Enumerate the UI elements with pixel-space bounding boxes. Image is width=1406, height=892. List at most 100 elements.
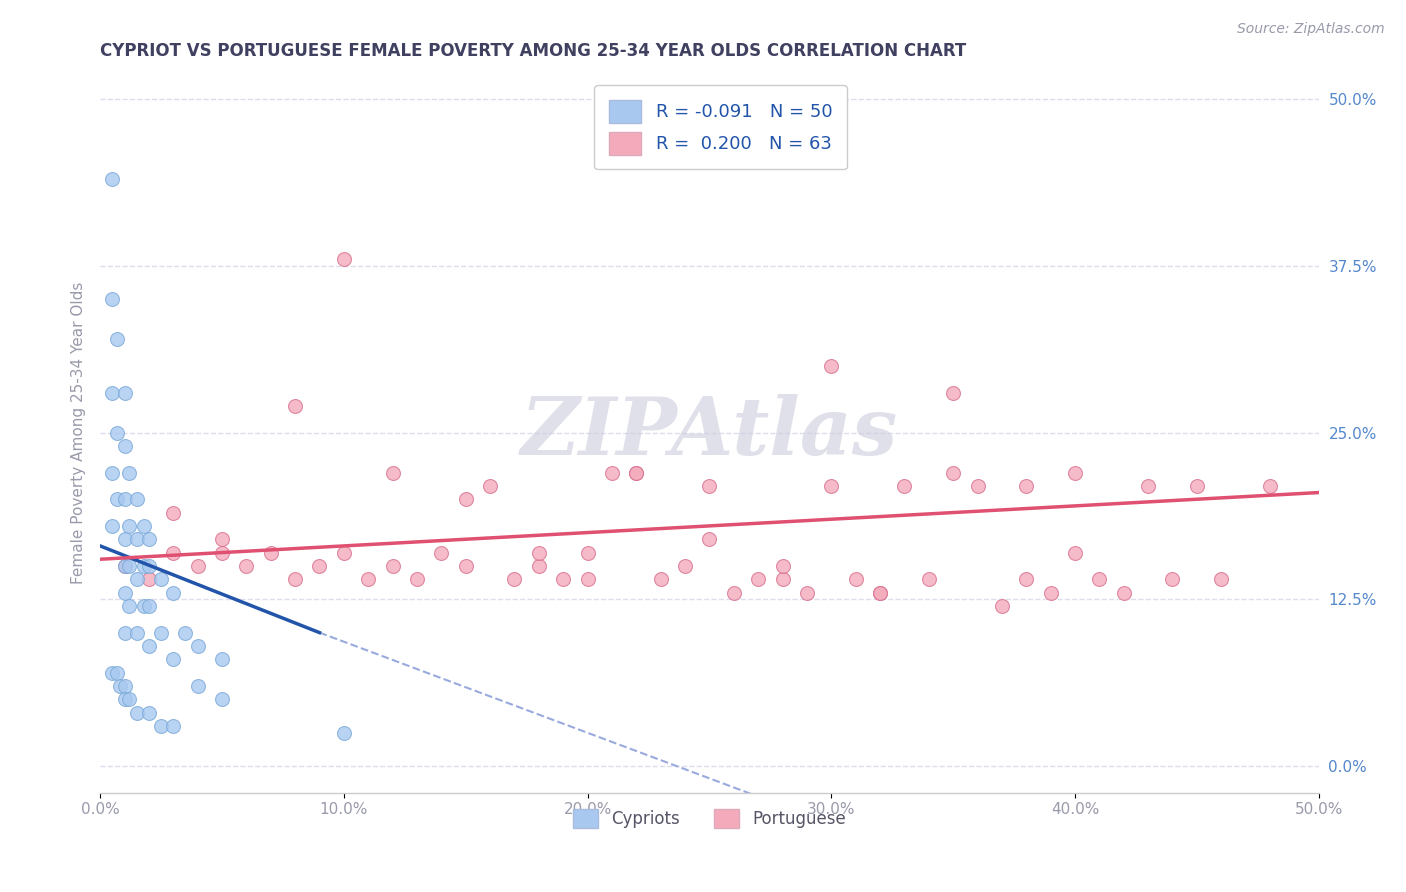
Point xyxy=(114,558,136,573)
Point xyxy=(333,725,356,739)
Point xyxy=(211,652,233,666)
Point xyxy=(162,652,184,666)
Point xyxy=(105,665,128,680)
Text: Source: ZipAtlas.com: Source: ZipAtlas.com xyxy=(1237,22,1385,37)
Point xyxy=(150,625,173,640)
Point xyxy=(118,599,141,613)
Point xyxy=(114,625,136,640)
Point xyxy=(308,558,330,573)
Point xyxy=(125,492,148,507)
Point xyxy=(132,599,155,613)
Point xyxy=(553,572,575,586)
Point xyxy=(1258,479,1281,493)
Point xyxy=(114,692,136,706)
Point xyxy=(211,692,233,706)
Point xyxy=(966,479,988,493)
Point xyxy=(723,585,745,599)
Point xyxy=(918,572,941,586)
Point xyxy=(673,558,696,573)
Point xyxy=(101,172,124,186)
Point xyxy=(105,492,128,507)
Point xyxy=(869,585,891,599)
Point xyxy=(132,519,155,533)
Y-axis label: Female Poverty Among 25-34 Year Olds: Female Poverty Among 25-34 Year Olds xyxy=(72,281,86,583)
Point xyxy=(479,479,502,493)
Point xyxy=(381,558,404,573)
Point xyxy=(845,572,868,586)
Point xyxy=(747,572,769,586)
Point xyxy=(869,585,891,599)
Point xyxy=(118,519,141,533)
Point xyxy=(162,506,184,520)
Point xyxy=(101,385,124,400)
Point xyxy=(138,639,160,653)
Point xyxy=(187,679,209,693)
Text: ZIPAtlas: ZIPAtlas xyxy=(520,393,898,471)
Point xyxy=(162,585,184,599)
Point xyxy=(114,492,136,507)
Point xyxy=(699,479,721,493)
Point xyxy=(942,466,965,480)
Point xyxy=(138,599,160,613)
Point xyxy=(626,466,648,480)
Point xyxy=(284,572,307,586)
Point xyxy=(1112,585,1135,599)
Point xyxy=(1211,572,1233,586)
Point xyxy=(138,572,160,586)
Point xyxy=(527,545,550,559)
Point xyxy=(1064,466,1087,480)
Point xyxy=(118,692,141,706)
Point xyxy=(503,572,526,586)
Point xyxy=(576,545,599,559)
Point xyxy=(576,572,599,586)
Point xyxy=(1088,572,1111,586)
Point xyxy=(1015,572,1038,586)
Point xyxy=(1185,479,1208,493)
Point xyxy=(138,706,160,720)
Point xyxy=(101,519,124,533)
Point xyxy=(174,625,197,640)
Point xyxy=(991,599,1014,613)
Point xyxy=(108,679,131,693)
Point xyxy=(454,558,477,573)
Point xyxy=(942,385,965,400)
Point xyxy=(333,252,356,267)
Point xyxy=(333,545,356,559)
Point xyxy=(260,545,283,559)
Point xyxy=(357,572,380,586)
Point xyxy=(132,558,155,573)
Point xyxy=(138,533,160,547)
Point xyxy=(187,558,209,573)
Point xyxy=(381,466,404,480)
Point xyxy=(430,545,453,559)
Point xyxy=(101,466,124,480)
Point xyxy=(527,558,550,573)
Point xyxy=(772,558,794,573)
Point xyxy=(101,665,124,680)
Text: CYPRIOT VS PORTUGUESE FEMALE POVERTY AMONG 25-34 YEAR OLDS CORRELATION CHART: CYPRIOT VS PORTUGUESE FEMALE POVERTY AMO… xyxy=(100,42,966,60)
Point xyxy=(235,558,257,573)
Point xyxy=(1161,572,1184,586)
Point xyxy=(125,572,148,586)
Point xyxy=(125,625,148,640)
Legend: Cypriots, Portuguese: Cypriots, Portuguese xyxy=(567,802,852,835)
Point xyxy=(138,558,160,573)
Point xyxy=(118,558,141,573)
Point xyxy=(118,466,141,480)
Point xyxy=(211,545,233,559)
Point xyxy=(150,572,173,586)
Point xyxy=(114,558,136,573)
Point xyxy=(101,292,124,306)
Point xyxy=(114,679,136,693)
Point xyxy=(162,545,184,559)
Point xyxy=(105,332,128,346)
Point xyxy=(699,533,721,547)
Point xyxy=(211,533,233,547)
Point xyxy=(114,385,136,400)
Point xyxy=(284,399,307,413)
Point xyxy=(650,572,672,586)
Point xyxy=(820,479,842,493)
Point xyxy=(406,572,429,586)
Point xyxy=(1015,479,1038,493)
Point xyxy=(454,492,477,507)
